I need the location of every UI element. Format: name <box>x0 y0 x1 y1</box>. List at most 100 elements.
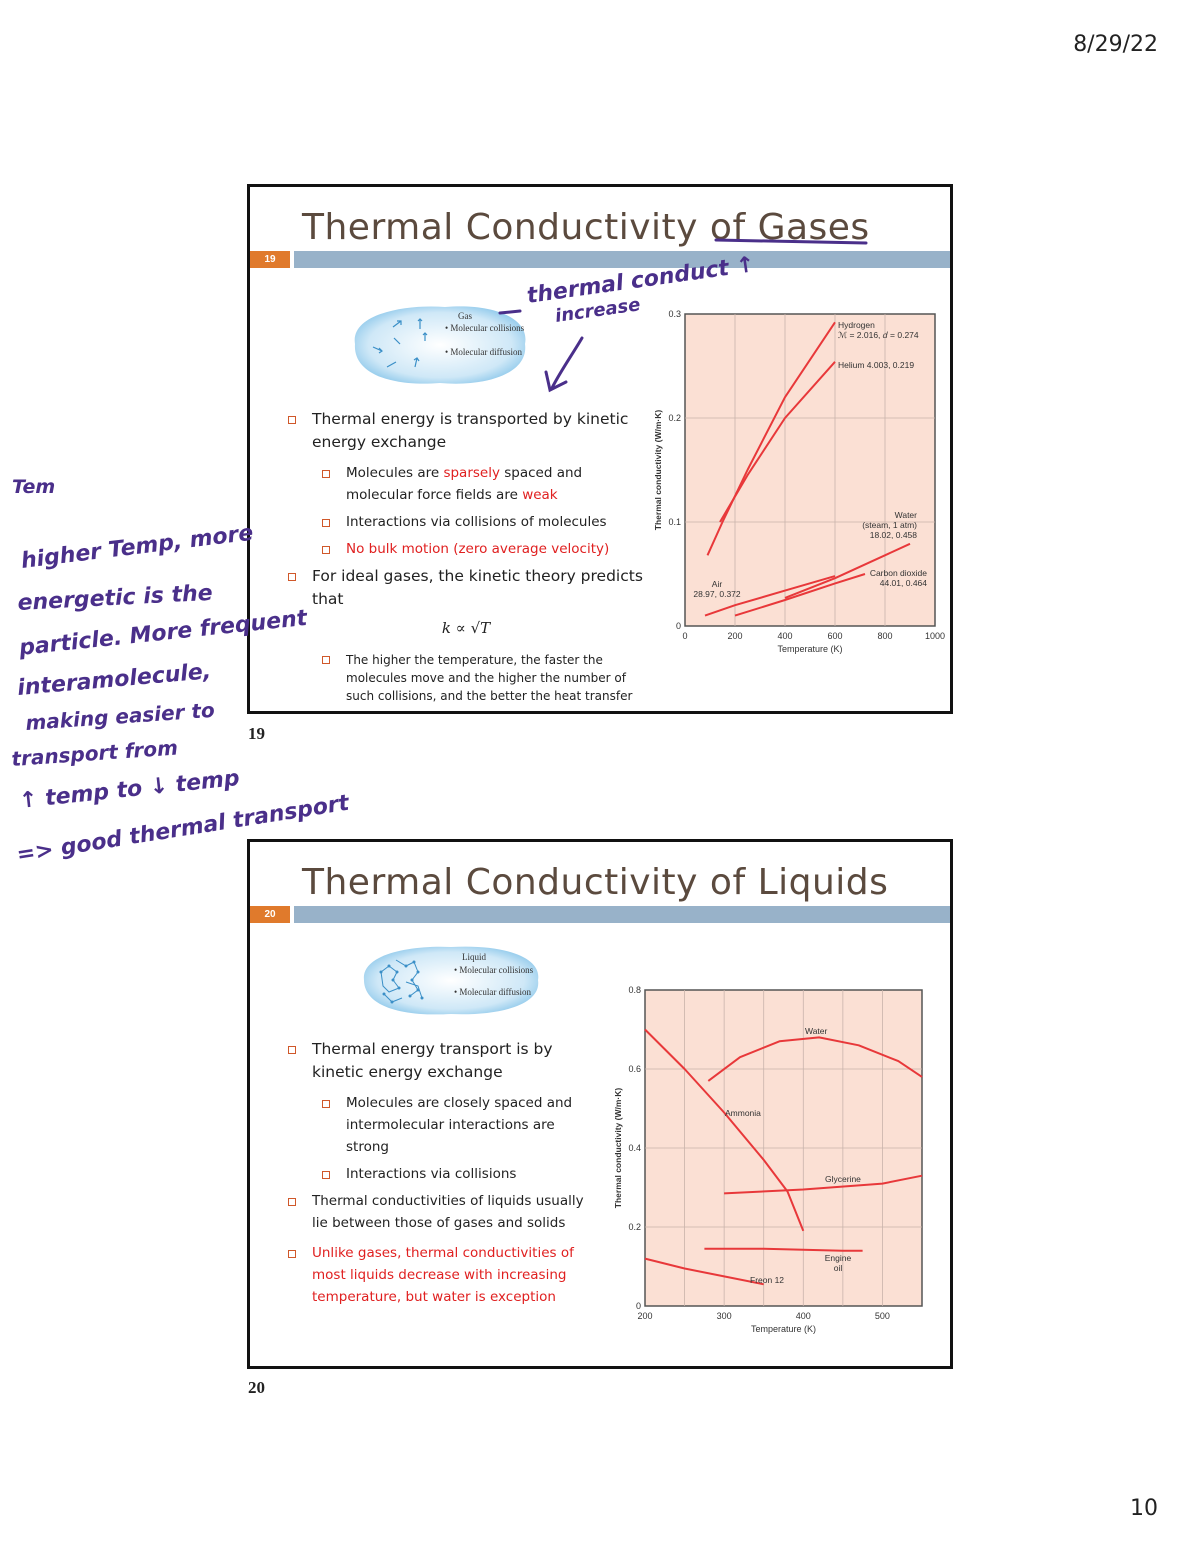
margin-note-5: making easier to <box>25 698 216 735</box>
slide-19-label: 19 <box>248 724 265 743</box>
bullet-kinetic: Thermal energy transport is by kinetic e… <box>286 1038 591 1084</box>
series-line-hydrogen <box>706 321 836 556</box>
y-tick-label: 0.6 <box>628 1064 641 1074</box>
dash-stroke <box>498 309 522 315</box>
gas-conductivity-chart: 0 200 400 600 800 1000 0 0.1 0.2 0.3 Temperature (… <box>653 309 945 654</box>
series-line-engine-oil <box>704 1247 863 1252</box>
slide-number-badge: 19 <box>250 251 290 268</box>
series-line-water <box>784 542 911 599</box>
bullet-sparse: Molecules are sparsely spaced and molecu… <box>320 462 646 506</box>
margin-note-4: interamolecule, <box>16 659 212 701</box>
x-tick-label: 200 <box>637 1311 652 1321</box>
handwritten-annotations: thermal conduct ↑ increase Tem higher Te… <box>11 238 868 868</box>
x-axis-label: Temperature (K) <box>777 644 842 654</box>
title-divider <box>294 251 950 268</box>
slide-number-badge: 20 <box>250 906 290 923</box>
liquid-conductivity-chart: 200 300 400 500 0 0.2 0.4 0.6 0.8 Temperature (K)… <box>613 985 923 1334</box>
bullet-sparse-pre: Molecules are <box>346 465 444 481</box>
plot-area <box>684 313 936 627</box>
slide-19: Thermal Conductivity of Gases 19 Gas • M… <box>247 184 953 714</box>
series-line-carbon-dioxide <box>734 573 866 617</box>
series-label: 28.97, 0.372 <box>693 589 741 599</box>
slide-20-bullets: Thermal energy transport is by kinetic e… <box>286 1038 591 1316</box>
slide-20: Thermal Conductivity of Liquids 20 Liqui… <box>247 839 953 1369</box>
x-tick-label: 0 <box>682 631 687 641</box>
arrow-stroke <box>550 336 584 390</box>
x-tick-label: 600 <box>827 631 842 641</box>
series-label: Water <box>895 510 918 520</box>
figure-item-diffusion: • Molecular diffusion <box>445 347 522 357</box>
margin-note-7: ↑ temp to ↓ temp <box>18 766 241 814</box>
arrow-head <box>544 370 568 393</box>
figure-item-collisions: • Molecular collisions <box>454 965 534 975</box>
y-tick-label: 0.8 <box>628 985 641 995</box>
y-tick-label: 0.3 <box>668 309 681 319</box>
formula: k ∝ √T <box>441 619 491 637</box>
gas-molecule-figure: Gas • Molecular collisions • Molecular d… <box>354 306 526 384</box>
series-label: Hydrogen <box>838 320 875 330</box>
series-label: Carbon dioxide <box>870 568 927 578</box>
y-tick-label: 0.2 <box>628 1222 641 1232</box>
x-axis-label: Temperature (K) <box>751 1324 816 1334</box>
bullet-between: Thermal conductivities of liquids usuall… <box>286 1190 591 1234</box>
figure-item-diffusion: • Molecular diffusion <box>454 987 531 997</box>
figure-title: Liquid <box>462 952 486 962</box>
slide-19-bullets: Thermal energy is transported by kinetic… <box>286 408 646 710</box>
x-tick-label: 800 <box>877 631 892 641</box>
series-line-ammonia <box>644 1028 805 1232</box>
series-line-helium <box>719 361 836 523</box>
margin-note-2: energetic is the <box>17 581 213 616</box>
bullet-kinetic: Thermal energy is transported by kinetic… <box>286 408 646 454</box>
page-date: 8/29/22 <box>1073 32 1158 57</box>
bullet-closely-spaced: Molecules are closely spaced and intermo… <box>320 1092 591 1158</box>
y-tick-label: 0 <box>636 1301 641 1311</box>
liquid-molecule-figure: Liquid • Molecular collisions • Molecula… <box>363 946 539 1015</box>
annotation-thermal-conduct: thermal conduct ↑ <box>525 252 756 309</box>
y-tick-label: 0.1 <box>668 517 681 527</box>
slide-title: Thermal Conductivity of Liquids <box>302 862 889 903</box>
series-label: 44.01, 0.464 <box>880 578 928 588</box>
series-label: (steam, 1 atm) <box>862 520 917 530</box>
y-axis-label: Thermal conductivity (W/m·K) <box>613 1088 623 1209</box>
x-tick-label: 300 <box>717 1311 732 1321</box>
series-line-glycerine <box>724 1174 923 1195</box>
series-line-air <box>704 575 836 617</box>
bullet-higher-temp: The higher the temperature, the faster t… <box>320 651 646 705</box>
series-label: Air <box>712 579 723 589</box>
page-number: 10 <box>1130 1496 1158 1521</box>
series-label: Helium 4.003, 0.219 <box>838 360 914 370</box>
series-label: Freon 12 <box>750 1275 784 1285</box>
x-tick-label: 200 <box>727 631 742 641</box>
bullet-sparse-mid: spaced and molecular force fields are <box>346 465 583 503</box>
x-tick-label: 500 <box>875 1311 890 1321</box>
bullet-collisions: Interactions via collisions of molecules <box>320 511 646 533</box>
bullet-ideal-gases: For ideal gases, the kinetic theory pred… <box>286 565 646 611</box>
y-tick-label: 0.2 <box>668 413 681 423</box>
slide-20-label: 20 <box>248 1378 265 1397</box>
bullet-collisions: Interactions via collisions <box>320 1163 591 1185</box>
series-label: 18.02, 0.458 <box>870 530 918 540</box>
series-label: Engine <box>825 1253 852 1263</box>
series-label: Glycerine <box>825 1174 861 1184</box>
title-divider <box>294 906 950 923</box>
bullet-sparse-red1: sparsely <box>443 465 500 481</box>
figure-item-collisions: • Molecular collisions <box>445 323 525 333</box>
y-tick-label: 0.4 <box>628 1143 641 1153</box>
margin-note-1: higher Temp, more <box>20 521 255 574</box>
y-axis-label: Thermal conductivity (W/m·K) <box>653 410 663 531</box>
y-tick-label: 0 <box>676 621 681 631</box>
margin-note-6: transport from <box>11 735 179 771</box>
title-underline <box>714 238 868 245</box>
series-label: ℳ = 2.016, 𝑑 = 0.274 <box>838 330 919 340</box>
series-line-water <box>707 1036 923 1082</box>
series-label: oil <box>834 1263 843 1273</box>
series-label: Ammonia <box>725 1108 761 1118</box>
x-tick-label: 400 <box>796 1311 811 1321</box>
margin-note-0: Tem <box>12 476 55 498</box>
margin-note-3: particle. More frequent <box>17 606 310 661</box>
bullet-no-bulk: No bulk motion (zero average velocity) <box>320 538 646 560</box>
bullet-sparse-red2: weak <box>522 487 558 503</box>
x-tick-label: 400 <box>777 631 792 641</box>
x-tick-label: 1000 <box>925 631 945 641</box>
series-label: Water <box>805 1026 828 1036</box>
